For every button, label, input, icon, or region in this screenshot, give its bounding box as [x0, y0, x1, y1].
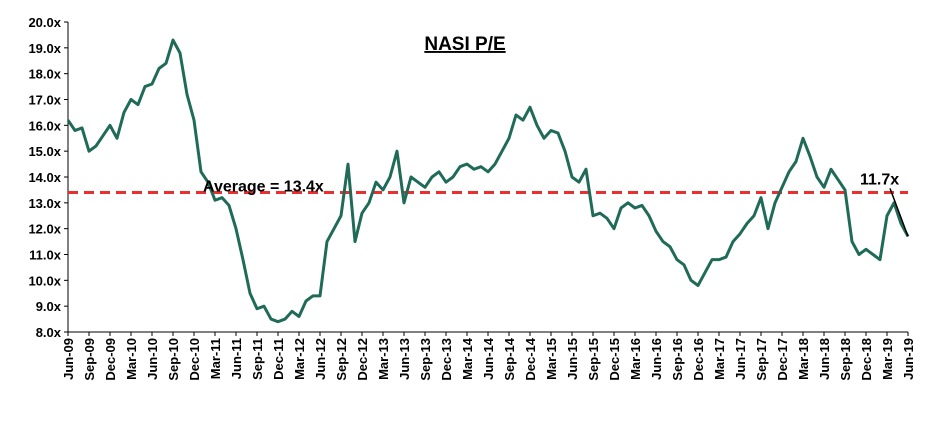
x-tick-label: Sep-16: [670, 338, 685, 381]
x-tick-label: Jun-09: [61, 338, 76, 380]
x-tick-label: Dec-14: [523, 337, 538, 380]
x-tick-label: Sep-11: [250, 338, 265, 380]
y-tick-label: 10.0x: [28, 273, 61, 288]
x-tick-label: Jun-19: [901, 338, 916, 380]
x-tick-label: Sep-10: [166, 338, 181, 381]
y-tick-label: 18.0x: [28, 67, 61, 82]
end-annotation: 11.7x: [860, 171, 899, 188]
x-tick-label: Mar-11: [208, 338, 223, 379]
y-tick-label: 15.0x: [28, 144, 61, 159]
x-tick-label: Jun-18: [817, 338, 832, 380]
x-tick-label: Jun-12: [313, 338, 328, 380]
x-tick-label: Jun-16: [649, 338, 664, 380]
x-tick-label: Jun-13: [397, 338, 412, 380]
x-tick-label: Sep-15: [586, 338, 601, 381]
x-tick-label: Dec-09: [103, 338, 118, 381]
y-tick-label: 12.0x: [28, 222, 61, 237]
x-tick-label: Mar-12: [292, 338, 307, 380]
x-tick-label: Jun-15: [565, 338, 580, 380]
x-tick-label: Jun-14: [481, 337, 496, 380]
x-tick-label: Sep-12: [334, 338, 349, 381]
x-tick-label: Jun-11: [229, 338, 244, 379]
x-tick-label: Sep-17: [754, 338, 769, 381]
x-tick-label: Sep-13: [418, 338, 433, 381]
average-label: Average = 13.4x: [203, 179, 324, 196]
x-tick-label: Dec-18: [859, 338, 874, 381]
x-tick-label: Mar-16: [628, 338, 643, 380]
x-tick-label: Dec-12: [355, 338, 370, 381]
y-tick-label: 16.0x: [28, 118, 61, 133]
x-tick-label: Dec-16: [691, 338, 706, 381]
x-tick-label: Mar-13: [376, 338, 391, 380]
x-tick-label: Dec-13: [439, 338, 454, 381]
x-tick-label: Mar-14: [460, 337, 475, 380]
y-tick-label: 14.0x: [28, 170, 61, 185]
x-tick-label: Jun-17: [733, 338, 748, 380]
pe-line: [66, 38, 910, 324]
x-tick-label: Dec-11: [271, 338, 286, 380]
y-tick-label: 11.0x: [29, 248, 62, 263]
x-tick-label: Dec-10: [187, 338, 202, 381]
y-tick-label: 9.0x: [36, 299, 62, 314]
y-tick-label: 13.0x: [28, 196, 61, 211]
x-tick-label: Sep-18: [838, 338, 853, 381]
x-tick-label: Mar-19: [880, 338, 895, 380]
x-tick-label: Sep-14: [502, 337, 517, 380]
x-tick-label: Mar-15: [544, 338, 559, 380]
chart-title: NASI P/E: [424, 34, 505, 55]
annotation-arrow: [889, 188, 909, 237]
y-tick-label: 17.0x: [28, 93, 61, 108]
x-tick-label: Mar-10: [124, 338, 139, 380]
x-tick-label: Jun-10: [145, 338, 160, 380]
y-tick-label: 8.0x: [36, 325, 62, 340]
x-tick-label: Mar-17: [712, 338, 727, 380]
x-tick-label: Dec-15: [607, 338, 622, 381]
x-tick-label: Sep-09: [82, 338, 97, 381]
x-tick-label: Dec-17: [775, 338, 790, 381]
y-tick-label: 20.0x: [28, 15, 61, 30]
y-tick-label: 19.0x: [28, 41, 61, 56]
x-tick-label: Mar-18: [796, 338, 811, 380]
